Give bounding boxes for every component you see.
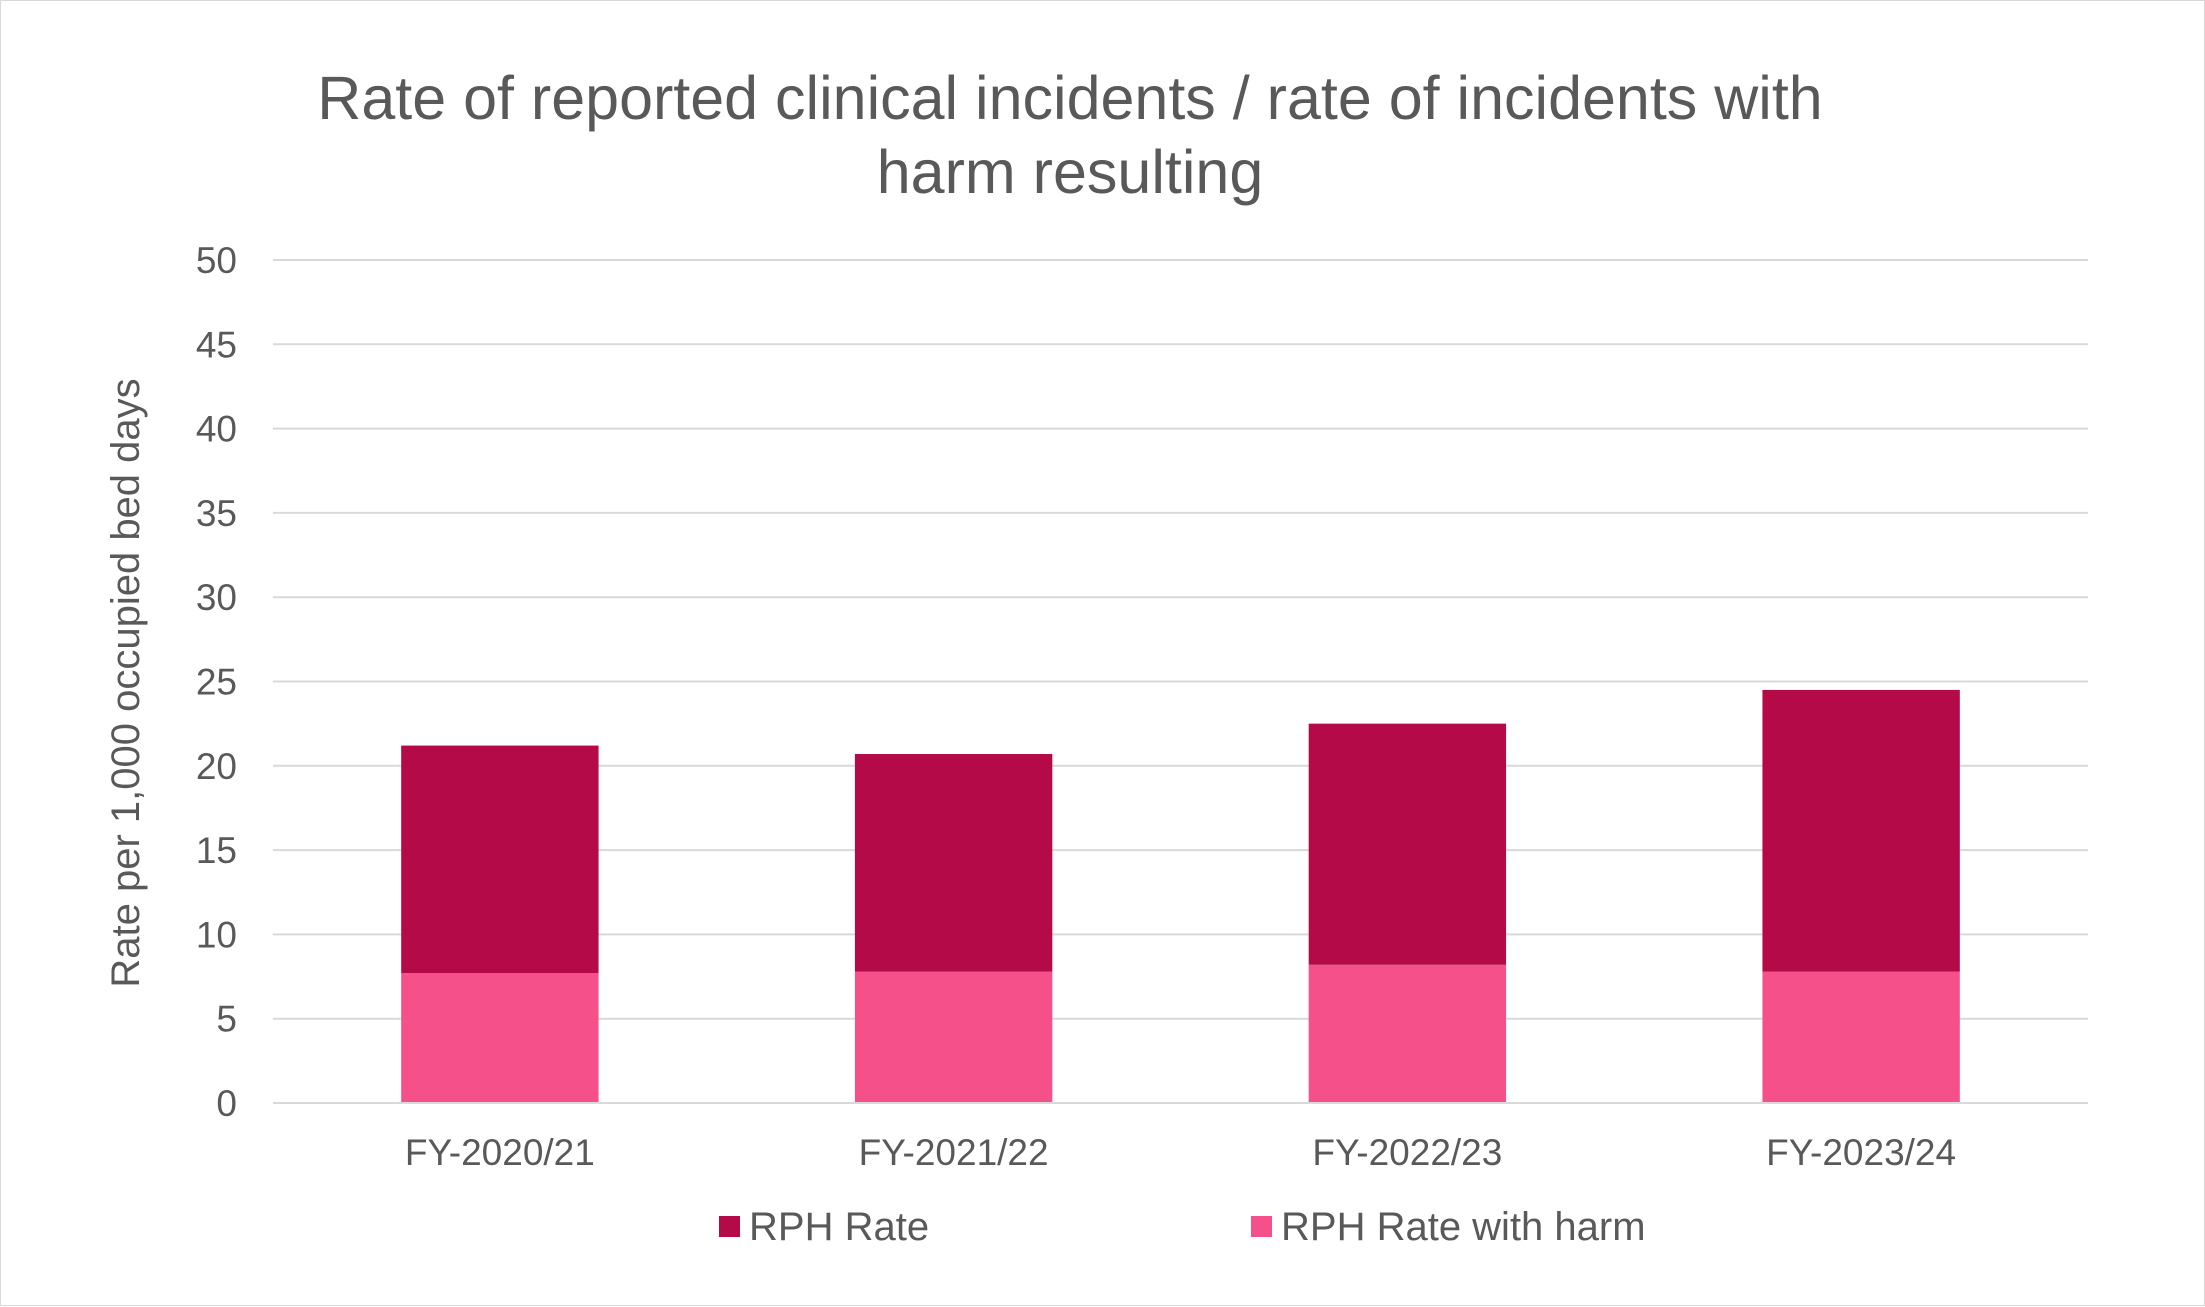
y-tick-label: 45 [196,324,237,365]
y-tick-label: 15 [196,830,237,871]
chart-title-line-1: Rate of reported clinical incidents / ra… [317,64,1822,132]
bar-rph-rate-with-harm-1 [854,971,1053,1103]
y-tick-label: 20 [196,746,237,787]
y-tick-label: 30 [196,577,237,618]
x-tick-label: FY-2021/22 [859,1132,1049,1173]
bar-rph-rate-with-harm-0 [401,973,599,1103]
y-tick-label: 25 [196,662,237,703]
x-tick-label: FY-2020/21 [405,1132,595,1173]
y-tick-label: 10 [196,914,237,955]
bar-rph-rate-2 [1308,723,1507,965]
y-tick-label: 50 [196,240,237,281]
chart-title: Rate of reported clinical incidents / ra… [317,64,1822,206]
x-axis-ticks: FY-2020/21 FY-2021/22 FY-2022/23 FY-2023/24 [405,1132,1956,1173]
y-tick-label: 0 [216,1083,237,1124]
legend: RPH Rate RPH Rate with harm [719,1205,1646,1249]
bar-rph-rate-0 [401,745,599,974]
legend-label: RPH Rate with harm [1281,1205,1646,1249]
bar-rph-rate-with-harm-3 [1762,971,1960,1103]
bar-rph-rate-1 [854,753,1053,972]
y-tick-label: 35 [196,493,237,534]
chart-title-line-2: harm resulting [877,138,1264,206]
legend-swatch [1251,1216,1272,1237]
bar-rph-rate-3 [1762,689,1960,972]
y-tick-label: 40 [196,409,237,450]
legend-label: RPH Rate [749,1205,929,1249]
x-tick-label: FY-2023/24 [1766,1132,1956,1173]
y-axis-title: Rate per 1,000 occupied bed days [104,378,148,987]
bar-rph-rate-with-harm-2 [1308,964,1507,1103]
y-tick-label: 5 [216,999,237,1040]
x-tick-label: FY-2022/23 [1312,1132,1502,1173]
y-axis-ticks: 0 5 10 15 20 25 30 35 40 45 50 [196,240,237,1124]
bars [401,689,1960,1103]
legend-swatch [719,1216,740,1237]
